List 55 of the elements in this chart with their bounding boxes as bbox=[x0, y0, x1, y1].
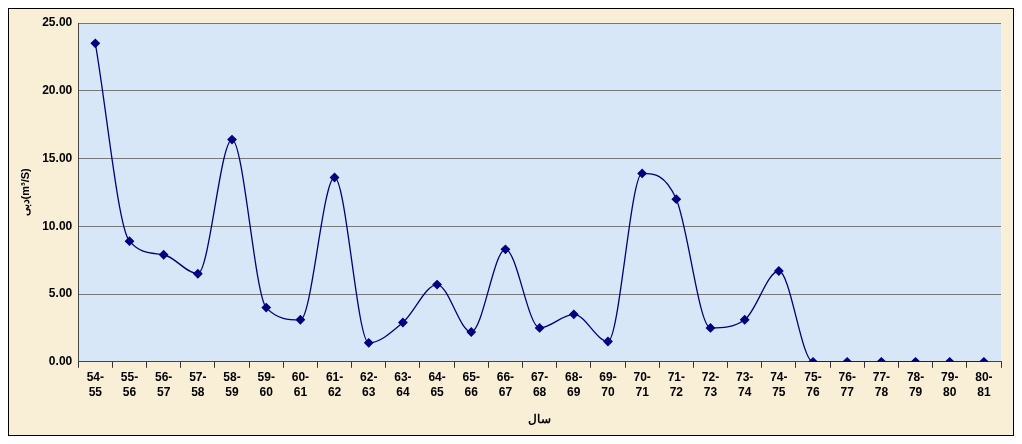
x-tick-label: 68-69 bbox=[565, 370, 583, 399]
point bbox=[774, 266, 784, 276]
point bbox=[603, 336, 613, 347]
point bbox=[466, 327, 476, 337]
x-tick-label: 62-63 bbox=[360, 370, 378, 399]
point bbox=[227, 134, 237, 145]
x-tick-label: 64-65 bbox=[428, 370, 446, 399]
x-tick-label: 61-62 bbox=[325, 370, 344, 399]
point bbox=[261, 302, 271, 313]
x-axis-title: سال bbox=[528, 412, 552, 427]
point bbox=[637, 168, 647, 179]
x-tick-label: 76-77 bbox=[838, 370, 856, 399]
x-tick-label: 77-78 bbox=[872, 370, 891, 399]
point bbox=[159, 250, 169, 260]
point bbox=[432, 279, 442, 290]
point bbox=[569, 309, 579, 320]
y-axis-title: دبی(m³/S) bbox=[18, 167, 32, 217]
x-tick-label: 80-81 bbox=[975, 370, 993, 399]
x-tick-label: 54-55 bbox=[86, 370, 104, 399]
point bbox=[705, 323, 716, 333]
x-tick-label: 63-64 bbox=[394, 370, 412, 399]
x-tick-label: 56-57 bbox=[155, 370, 173, 399]
point bbox=[534, 323, 545, 333]
y-tick-label: 0.00 bbox=[48, 354, 73, 369]
point bbox=[364, 338, 374, 348]
x-tick-label: 59-60 bbox=[257, 370, 275, 399]
x-tick-label: 72-73 bbox=[701, 370, 720, 399]
x-tick-label: 74-75 bbox=[770, 370, 788, 399]
x-tick-label: 78-79 bbox=[906, 370, 925, 399]
point bbox=[500, 244, 511, 254]
point bbox=[398, 317, 408, 328]
x-tick-label: 65-66 bbox=[462, 370, 480, 399]
point bbox=[124, 236, 135, 246]
x-tick-label: 55-56 bbox=[120, 370, 139, 399]
point bbox=[193, 269, 203, 279]
x-tick-label: 79-80 bbox=[941, 370, 959, 399]
y-tick-label: 5.00 bbox=[48, 286, 73, 301]
x-tick-label: 75-76 bbox=[804, 370, 822, 399]
x-tick-label: 57-58 bbox=[189, 370, 207, 399]
y-tick-label: 20.00 bbox=[42, 83, 73, 98]
x-tick-label: 67-68 bbox=[530, 370, 549, 399]
x-tick-label: 58-59 bbox=[223, 370, 241, 399]
x-tick-label: 73-74 bbox=[736, 370, 754, 399]
x-tick-label: 66-67 bbox=[496, 370, 515, 399]
x-tick-label: 70-71 bbox=[633, 370, 651, 399]
x-tick-label: 71-72 bbox=[667, 370, 685, 399]
x-tick-label: 69-70 bbox=[599, 370, 617, 399]
y-tick-label: 25.00 bbox=[42, 15, 73, 30]
point bbox=[671, 194, 681, 204]
y-tick-label: 15.00 bbox=[42, 150, 73, 165]
point bbox=[90, 38, 100, 48]
point bbox=[295, 315, 306, 325]
y-tick-label: 10.00 bbox=[42, 218, 73, 233]
x-tick-label: 60-61 bbox=[291, 370, 310, 399]
point bbox=[740, 315, 750, 325]
